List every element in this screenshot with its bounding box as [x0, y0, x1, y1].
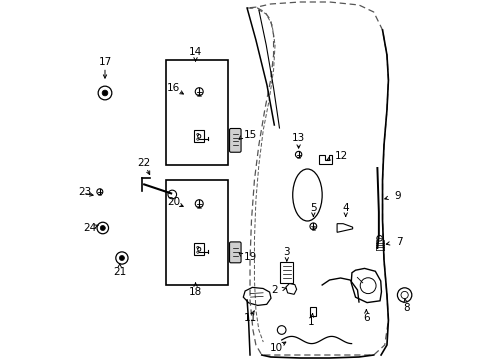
- FancyBboxPatch shape: [229, 242, 241, 263]
- Text: 8: 8: [403, 303, 409, 313]
- Text: 12: 12: [334, 151, 347, 161]
- Bar: [166, 180, 227, 285]
- Text: 22: 22: [137, 158, 150, 168]
- Text: 14: 14: [188, 47, 202, 57]
- Text: 7: 7: [395, 237, 402, 247]
- Circle shape: [100, 225, 105, 230]
- Polygon shape: [336, 224, 352, 232]
- Text: 16: 16: [166, 83, 180, 93]
- Polygon shape: [243, 287, 270, 305]
- Polygon shape: [350, 269, 381, 303]
- Text: 13: 13: [291, 133, 305, 143]
- Text: 23: 23: [78, 187, 91, 197]
- Text: 4: 4: [342, 203, 348, 213]
- Text: 10: 10: [269, 343, 283, 353]
- Text: 24: 24: [83, 223, 97, 233]
- Ellipse shape: [197, 134, 201, 138]
- Polygon shape: [285, 284, 296, 294]
- Bar: [280, 262, 293, 283]
- Text: 15: 15: [244, 130, 257, 140]
- Text: 19: 19: [244, 252, 257, 262]
- Text: 18: 18: [188, 287, 202, 297]
- Bar: [310, 307, 316, 316]
- Text: 6: 6: [362, 313, 369, 323]
- Bar: [194, 130, 203, 142]
- Text: 11: 11: [243, 313, 256, 323]
- Text: 20: 20: [166, 197, 180, 207]
- Text: 9: 9: [393, 191, 400, 201]
- Text: 3: 3: [283, 247, 289, 257]
- Text: 21: 21: [113, 267, 126, 277]
- Ellipse shape: [197, 247, 201, 251]
- Circle shape: [119, 256, 124, 261]
- Text: 5: 5: [309, 203, 316, 213]
- Text: 17: 17: [98, 57, 111, 67]
- Text: 2: 2: [271, 285, 278, 295]
- Bar: [166, 60, 227, 165]
- Bar: [194, 243, 203, 255]
- Circle shape: [102, 90, 108, 96]
- Polygon shape: [319, 155, 331, 164]
- Text: 1: 1: [307, 317, 314, 327]
- FancyBboxPatch shape: [229, 129, 241, 152]
